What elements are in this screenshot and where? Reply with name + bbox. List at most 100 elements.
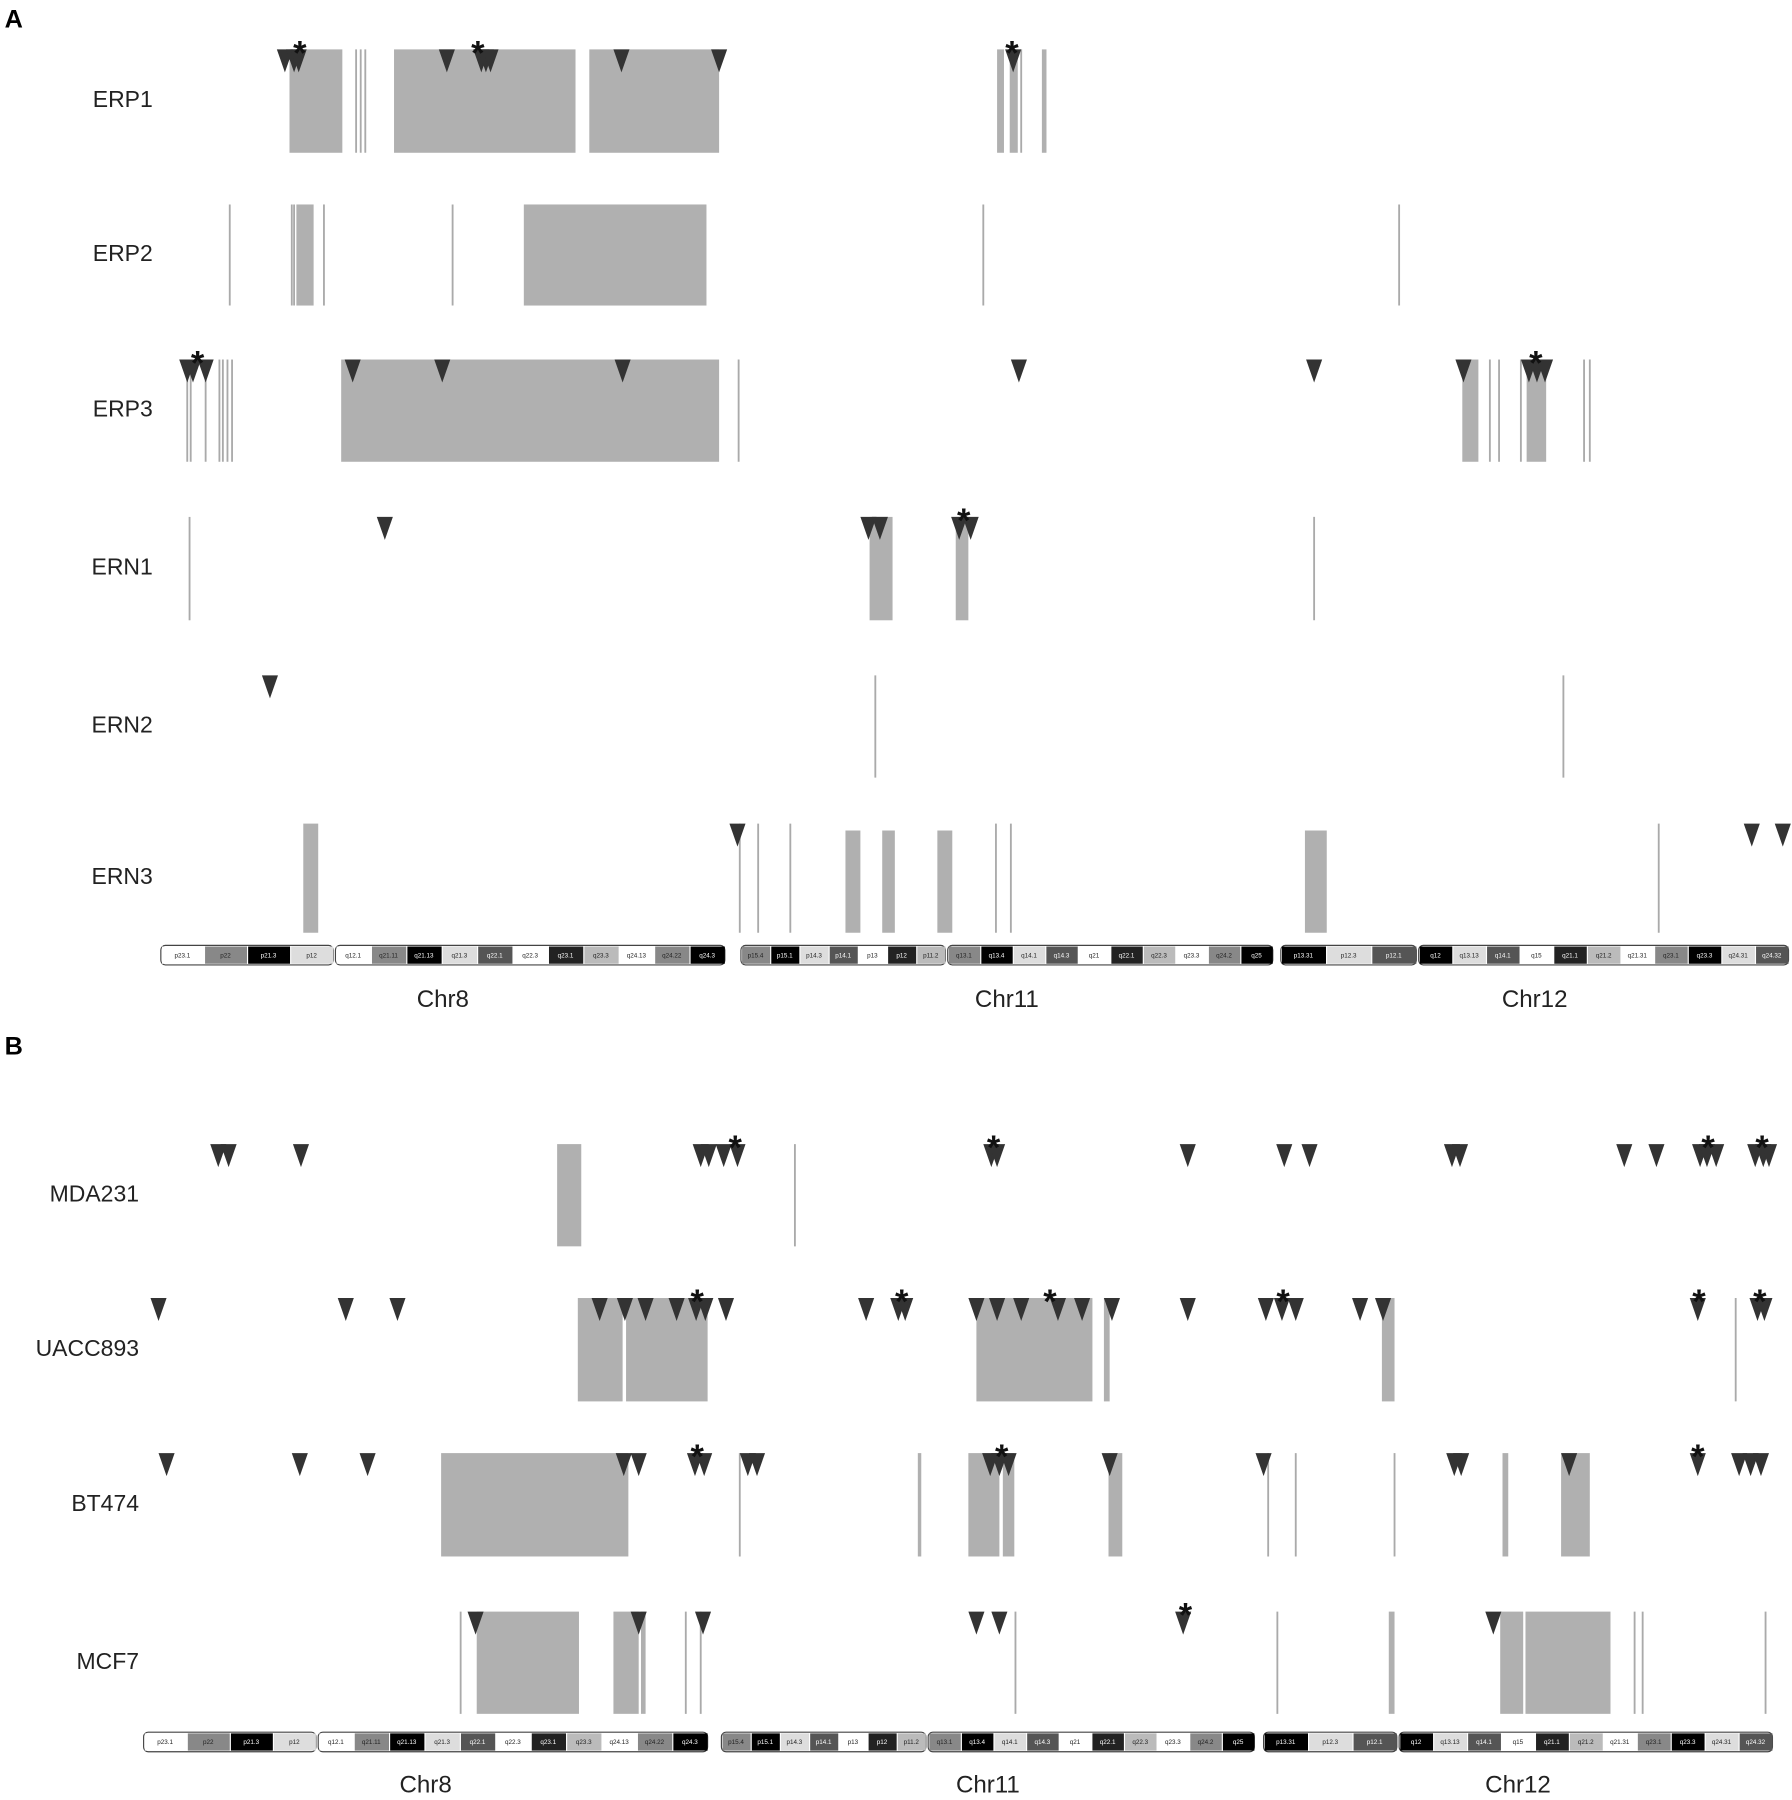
chromosome-band: [673, 1733, 708, 1751]
band-label: q25: [1251, 952, 1262, 959]
chromosome-band: [1621, 946, 1655, 964]
chromosome-band: [1059, 1733, 1092, 1751]
band-label: q21.11: [362, 1739, 381, 1746]
chromosome-band: [994, 1733, 1027, 1751]
chromosome-band: [1487, 946, 1520, 964]
panel-label: A: [5, 6, 23, 34]
band-label: p23.1: [157, 1739, 173, 1746]
chromosome-band: [1222, 1733, 1255, 1751]
significance-mark: *: [995, 1438, 1009, 1476]
amplified-segment: [1462, 359, 1479, 462]
chromosome-band: [1125, 1733, 1157, 1751]
breakpoint-marker: [184, 359, 202, 383]
chromosome-band: [1536, 1733, 1569, 1751]
chromosome-band: [407, 946, 442, 964]
band-label: p12.3: [1322, 1739, 1338, 1746]
breakpoint-marker: [968, 1298, 985, 1321]
band-label: q12: [1411, 1739, 1422, 1746]
breakpoint-marker: [197, 359, 214, 383]
amplified-segment: [976, 1298, 1093, 1402]
row-label: ERP1: [93, 86, 153, 112]
band-label: q12.1: [345, 952, 361, 959]
amplified-segment: [1381, 1298, 1395, 1402]
breakpoint-marker: [1485, 1611, 1502, 1635]
significance-mark: *: [1276, 1283, 1290, 1321]
breakpoint-marker: [1175, 1611, 1192, 1635]
chromosome-band: [531, 1733, 567, 1751]
amplified-segment: [869, 516, 893, 621]
chromosome-band: [460, 1733, 496, 1751]
amplified-segment: [882, 830, 895, 933]
band-label: q22.1: [1119, 952, 1135, 959]
band-label: q14.1: [1002, 1739, 1018, 1746]
breakpoint-marker: [1273, 1298, 1291, 1321]
band-label: q13.1: [937, 1739, 953, 1746]
row-label: UACC893: [36, 1335, 139, 1361]
breakpoint-marker: [1000, 1453, 1017, 1477]
chromosome-band: [1046, 946, 1078, 964]
band-label: q24.22: [662, 952, 682, 959]
chromosome-band: [868, 1733, 897, 1751]
band-label: q24.32: [1746, 1739, 1766, 1746]
breakpoint-marker: [261, 675, 279, 699]
breakpoint-marker: [1689, 1298, 1706, 1321]
breakpoint-marker: [1731, 1453, 1748, 1477]
band-label: q25: [1233, 1739, 1244, 1746]
row-label: ERN1: [92, 554, 153, 580]
significance-mark: *: [1692, 1283, 1706, 1321]
band-label: p15.1: [757, 1739, 773, 1746]
row-label: ERN3: [92, 863, 153, 889]
amplified-segment: [640, 1611, 646, 1714]
chromosome-band: [144, 1733, 187, 1751]
chromosome-band: [810, 1733, 839, 1751]
band-label: q21.13: [414, 952, 434, 959]
band-label: q23.3: [593, 952, 609, 959]
chromosome-label: Chr11: [975, 986, 1039, 1013]
band-label: q23.3: [1697, 952, 1713, 959]
breakpoint-marker: [991, 1611, 1008, 1635]
breakpoint-marker: [871, 516, 888, 540]
band-label: q21: [1089, 952, 1100, 959]
breakpoint-marker: [1287, 1298, 1304, 1321]
chromosome-band: [205, 946, 247, 964]
breakpoint-marker: [630, 1453, 647, 1477]
chromosome-band: [800, 946, 829, 964]
band-label: p12.1: [1367, 1739, 1383, 1746]
breakpoint-marker: [1257, 1298, 1274, 1321]
significance-mark: *: [1043, 1283, 1057, 1321]
breakpoint-marker: [694, 1611, 712, 1635]
chromosome-band: [1208, 946, 1241, 964]
breakpoint-marker: [668, 1298, 685, 1321]
band-label: q21.13: [397, 1739, 417, 1746]
band-label: p13.31: [1276, 1739, 1296, 1746]
chromosome-band: [742, 946, 771, 964]
band-label: q24.13: [627, 952, 647, 959]
significance-mark: *: [1691, 1438, 1705, 1476]
amplified-segment: [303, 823, 319, 933]
chromosome-band: [690, 946, 725, 964]
significance-mark: *: [1179, 1597, 1193, 1635]
chromosome-band: [1111, 946, 1143, 964]
chromosome-band: [584, 946, 619, 964]
breakpoint-marker: [989, 1298, 1006, 1321]
band-label: p22: [203, 1739, 214, 1746]
band-label: p21.3: [243, 1739, 259, 1746]
amplified-segment: [1502, 1453, 1509, 1557]
band-label: p12: [289, 1739, 300, 1746]
breakpoint-marker: [1074, 1298, 1091, 1321]
breakpoint-marker: [717, 1298, 735, 1321]
breakpoint-marker: [1010, 359, 1027, 383]
band-label: p15.4: [748, 952, 764, 959]
breakpoint-marker: [729, 1144, 746, 1168]
band-label: q21.31: [1610, 1739, 1630, 1746]
chromosome-band: [1637, 1733, 1671, 1751]
chromosome-band: [1688, 946, 1722, 964]
band-label: p23.1: [174, 952, 190, 959]
amplified-segment: [937, 830, 953, 933]
breakpoint-marker: [291, 1453, 308, 1477]
amplified-segment: [1525, 1611, 1611, 1714]
significance-mark: *: [987, 1129, 1001, 1167]
chromosome-band: [655, 946, 690, 964]
amplified-segment: [1526, 359, 1547, 462]
band-label: q22.3: [1132, 1739, 1148, 1746]
